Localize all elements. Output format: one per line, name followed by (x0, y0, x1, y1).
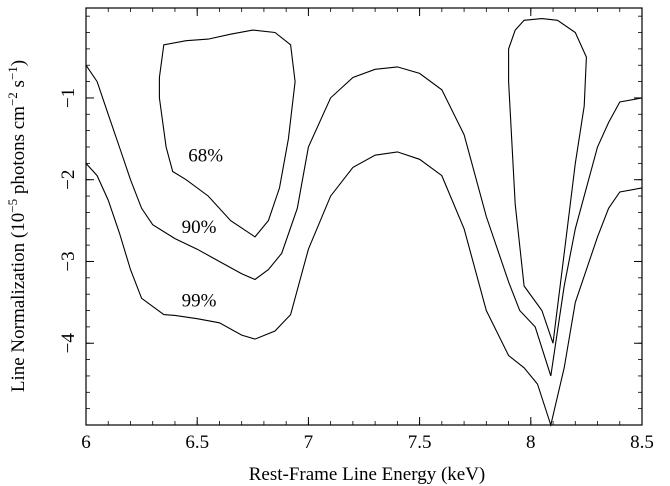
x-tick-label: 6.5 (185, 432, 209, 453)
y-axis-label: Line Normalization (10−5 photons cm−2 s−… (5, 60, 29, 392)
x-tick-label: 6 (81, 432, 91, 453)
contour-68-segment-1 (508, 18, 587, 344)
y-tick-label: −1 (58, 88, 79, 108)
x-axis-label: Rest-Frame Line Energy (keV) (249, 464, 486, 485)
x-tick-label: 8 (526, 432, 536, 453)
x-axis-ticks: 6 6.5 7 7.5 8 8.5 (81, 8, 654, 453)
y-tick-label: −4 (58, 333, 79, 354)
contour-labels: 68% 90% 99% (182, 146, 224, 312)
x-tick-label: 7 (304, 432, 314, 453)
x-tick-label: 7.5 (408, 432, 432, 453)
y-tick-label: −3 (58, 251, 79, 271)
contour-label-99: 99% (182, 290, 217, 311)
contour-label-90: 90% (182, 217, 217, 238)
contour-99-segment-0 (85, 151, 643, 428)
contour-label-68: 68% (188, 146, 223, 167)
contour-90-segment-0 (85, 64, 643, 377)
plot-frame (85, 7, 643, 426)
contour-lines (85, 18, 643, 428)
x-tick-label: 8.5 (630, 432, 654, 453)
contour-68-segment-0 (158, 29, 296, 238)
y-tick-label: −2 (58, 170, 79, 190)
y-axis-ticks: −1 −2 −3 −4 (58, 15, 642, 410)
